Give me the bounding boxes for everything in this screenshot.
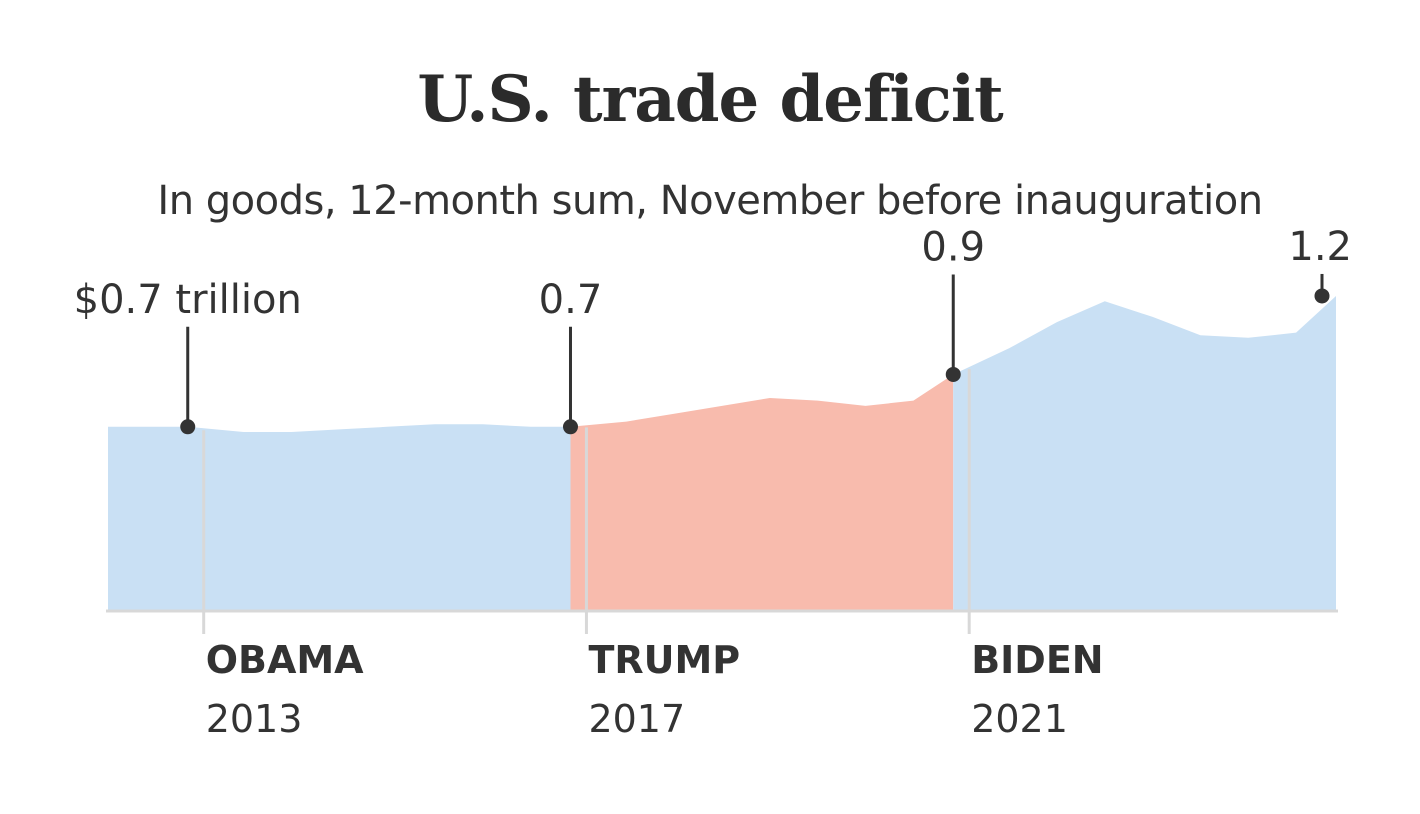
- inauguration-ticks-group: [202, 368, 971, 634]
- president-label-trump: TRUMP: [588, 638, 740, 682]
- area-obama: [108, 424, 571, 610]
- year-label-2017: 2017: [588, 697, 685, 741]
- callout-label: 1.2: [1288, 224, 1352, 270]
- year-label-2021: 2021: [971, 697, 1068, 741]
- president-label-biden: BIDEN: [971, 638, 1103, 682]
- callout-label: $0.7 trillion: [74, 277, 302, 323]
- callout-label: 0.9: [921, 224, 985, 270]
- president-label-obama: OBAMA: [206, 638, 364, 682]
- callouts-group: $0.7 trillion 0.7 0.9 1.2: [74, 224, 1352, 435]
- callout-dot: [1314, 288, 1330, 304]
- callout-label: 0.7: [539, 277, 603, 323]
- callout-dot: [945, 366, 961, 382]
- area-biden: [953, 296, 1336, 610]
- area-series-group: [108, 296, 1336, 610]
- callout-dot: [180, 419, 196, 435]
- callout-dot: [562, 419, 578, 435]
- inauguration-labels-group: OBAMA 2013 TRUMP 2017 BIDEN 2021: [206, 638, 1104, 741]
- chart-title: U.S. trade deficit: [417, 62, 1003, 137]
- year-label-2013: 2013: [206, 697, 303, 741]
- chart-subtitle: In goods, 12-month sum, November before …: [157, 178, 1263, 224]
- area-trump: [570, 374, 954, 610]
